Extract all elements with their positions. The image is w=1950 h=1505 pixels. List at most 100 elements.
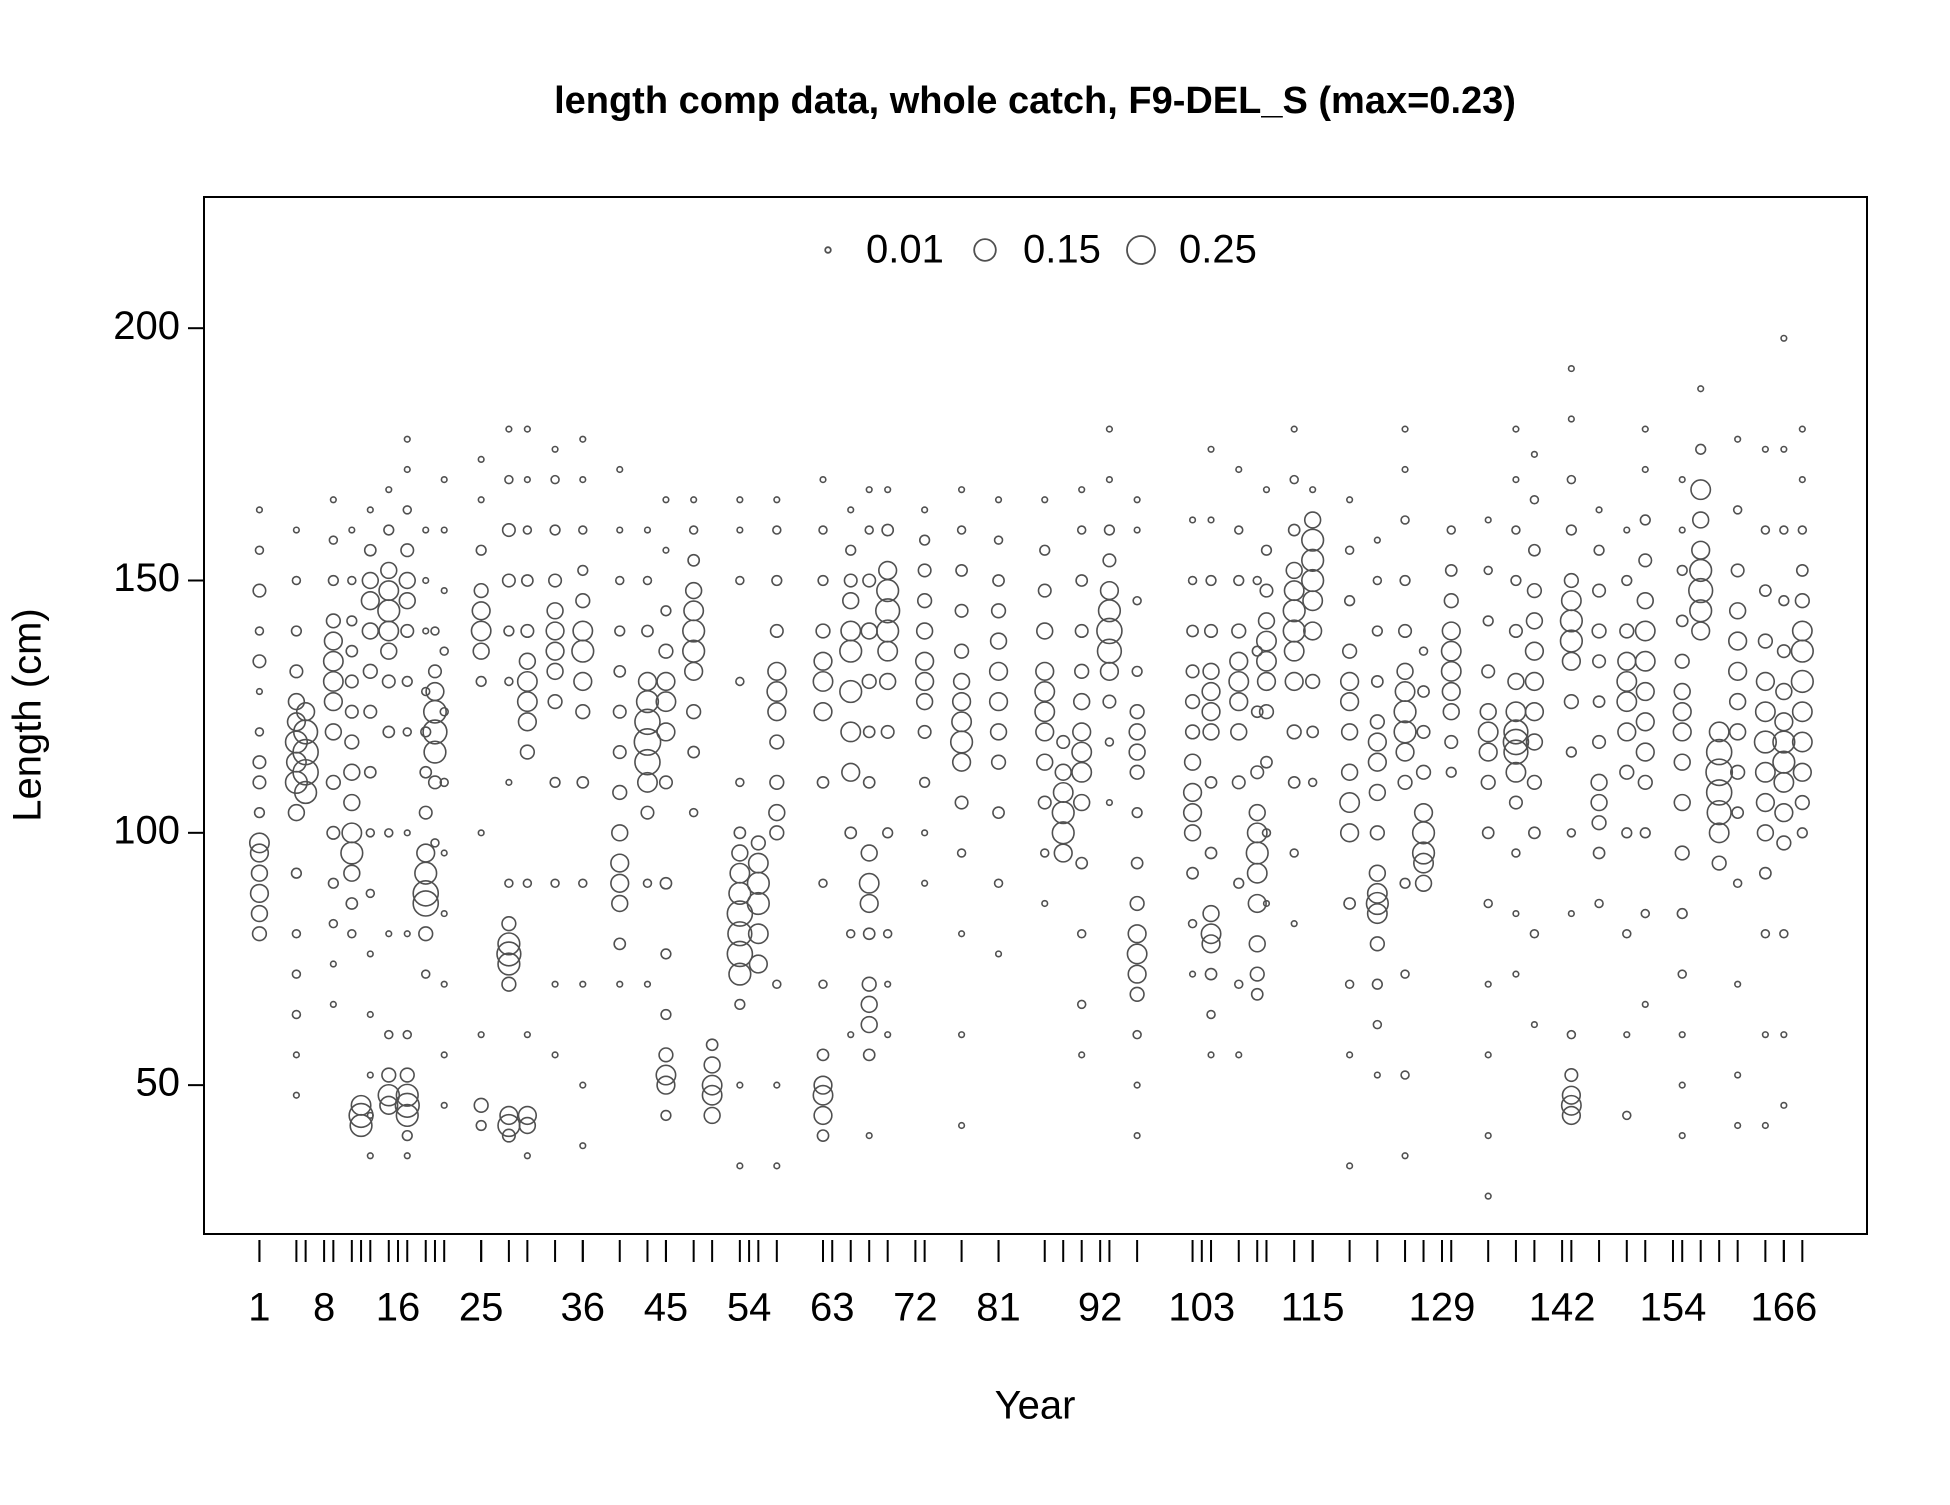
bubble — [347, 928, 357, 939]
bubble — [1673, 753, 1691, 771]
bubble — [292, 1051, 300, 1059]
bubble — [365, 888, 376, 899]
bubble — [1290, 920, 1298, 928]
bubble — [1530, 1020, 1538, 1029]
bubble — [1641, 425, 1649, 433]
bubble — [1301, 548, 1325, 572]
bubble — [504, 474, 514, 485]
bubble — [1560, 1094, 1582, 1116]
bubble — [350, 1094, 372, 1116]
bubble — [497, 932, 521, 956]
bubble — [1734, 980, 1742, 988]
x-tick-label: 103 — [1168, 1286, 1235, 1330]
bubble — [1393, 700, 1417, 724]
bubble — [734, 998, 746, 1011]
bubble — [1559, 609, 1583, 633]
bubble — [1780, 445, 1788, 453]
bubble — [1479, 702, 1497, 721]
bubble — [1249, 966, 1265, 982]
bubble — [994, 950, 1003, 958]
bubble — [422, 576, 430, 585]
bubble — [1075, 856, 1089, 870]
bubble — [1728, 661, 1748, 681]
bubble — [1247, 893, 1267, 914]
bubble — [1798, 425, 1806, 433]
bubble — [1672, 722, 1692, 742]
x-tick-label: 63 — [810, 1286, 855, 1330]
bubble — [1732, 505, 1743, 515]
bubble — [523, 1152, 531, 1160]
bubble — [688, 525, 699, 535]
bubble — [878, 672, 897, 691]
bubble — [1689, 599, 1713, 623]
bubble — [1072, 722, 1092, 742]
bubble — [378, 580, 400, 602]
bubble — [864, 525, 874, 535]
bubble — [736, 526, 744, 534]
bubble — [1595, 506, 1603, 514]
bubble — [363, 704, 378, 719]
bubble — [1366, 882, 1388, 904]
bubble — [1529, 928, 1540, 939]
bubble — [1130, 856, 1144, 870]
bubble — [1478, 742, 1498, 762]
bubble — [545, 621, 565, 641]
bubble — [1528, 826, 1541, 840]
bubble — [1368, 783, 1387, 802]
bubble — [395, 1083, 419, 1107]
bubble — [750, 835, 766, 851]
bubble — [551, 445, 559, 453]
bubble — [1697, 385, 1705, 393]
bubble — [1505, 761, 1527, 783]
bubble — [346, 615, 358, 627]
bubble — [612, 704, 627, 719]
x-tick-label: 8 — [313, 1286, 335, 1330]
bubble — [1051, 800, 1075, 825]
bubble — [1103, 524, 1116, 536]
bubble — [614, 625, 626, 637]
x-tick-label: 166 — [1750, 1286, 1817, 1330]
bubble — [1127, 924, 1147, 944]
bubble — [1621, 574, 1633, 587]
bubble — [1309, 486, 1317, 494]
bubble — [423, 740, 447, 764]
bubble — [1365, 891, 1389, 916]
bubble — [876, 619, 900, 643]
bubble — [1034, 681, 1056, 703]
bubble — [769, 734, 785, 750]
bubble — [816, 775, 830, 789]
bubble — [1257, 612, 1276, 630]
bubble — [439, 646, 449, 656]
bubble — [1796, 827, 1808, 839]
bubble — [1761, 1031, 1769, 1039]
bubble — [1371, 978, 1383, 990]
bubble — [403, 930, 411, 938]
bubble — [363, 765, 377, 779]
bubble — [579, 475, 587, 484]
bubble — [1340, 723, 1359, 741]
bubble — [839, 679, 863, 704]
bubble — [1037, 795, 1052, 810]
bubble — [1780, 1101, 1788, 1109]
bubble — [874, 598, 901, 624]
bubble — [477, 829, 485, 837]
bubble — [746, 891, 770, 916]
bubble — [771, 574, 783, 587]
bubble — [1371, 625, 1383, 637]
bubble — [767, 661, 787, 681]
bubble — [769, 825, 785, 841]
x-tick-label: 142 — [1529, 1286, 1596, 1330]
bubble — [344, 734, 360, 750]
bubble — [545, 641, 565, 661]
bubble — [403, 1152, 411, 1160]
bubble — [518, 652, 537, 670]
bubble — [1728, 723, 1747, 741]
bubble — [1262, 899, 1271, 908]
bubble — [323, 631, 343, 651]
bubble — [660, 605, 672, 617]
bubble — [812, 1084, 834, 1106]
bubble — [1052, 781, 1074, 803]
bubble — [1074, 623, 1089, 639]
bubble — [1206, 1009, 1216, 1020]
y-tick-label: 200 — [113, 304, 180, 348]
